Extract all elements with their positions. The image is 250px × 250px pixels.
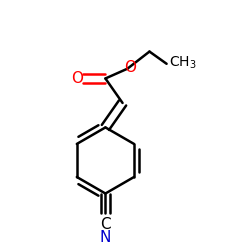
- Text: N: N: [100, 230, 111, 245]
- Text: C: C: [100, 218, 111, 232]
- Text: O: O: [71, 71, 83, 86]
- Text: CH$_3$: CH$_3$: [169, 54, 197, 71]
- Text: O: O: [124, 60, 136, 75]
